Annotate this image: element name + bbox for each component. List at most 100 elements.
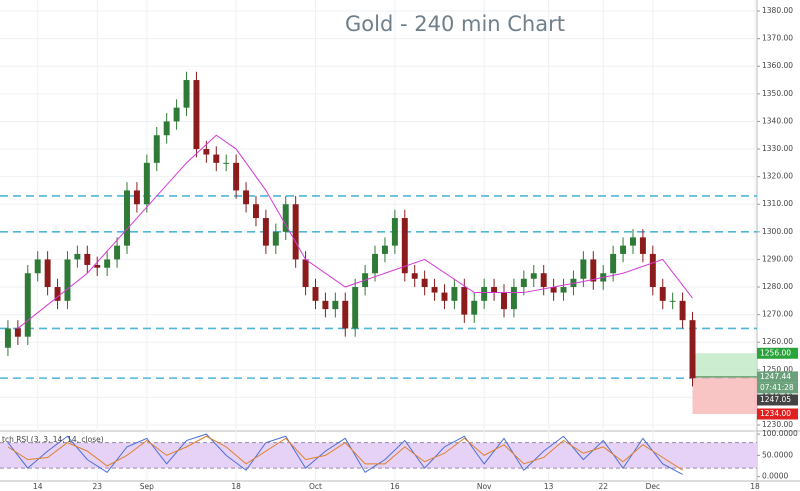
countdown: 07:41:28 [760, 383, 794, 392]
candle-body [163, 121, 170, 136]
candle-body [342, 300, 349, 329]
candle-body [14, 328, 21, 337]
candle-body [381, 245, 388, 254]
candle-body [262, 218, 269, 246]
target-zone [692, 353, 757, 377]
x-tick-label: 14 [33, 482, 43, 491]
candle-body [520, 278, 527, 288]
y-tick-label: 50.0000 [762, 450, 793, 459]
price-tag [757, 347, 798, 359]
candle-body [233, 162, 240, 191]
x-tick-label: Nov [477, 482, 492, 491]
candle-body [54, 287, 61, 301]
candle-body [421, 278, 428, 288]
candle-body [143, 162, 150, 205]
price-tag [757, 408, 798, 420]
candle-body [352, 287, 359, 329]
x-tick-label: Dec [646, 482, 661, 491]
price-tag-label: 1256.00 [760, 348, 791, 357]
candle-body [669, 300, 676, 302]
y-tick-label: 1340.00 [762, 116, 793, 125]
candle-body [550, 287, 557, 293]
stoch-line [7, 433, 683, 475]
price-tag-label: 1234.00 [760, 409, 791, 418]
y-tick-label: 1370.00 [762, 34, 793, 43]
x-tick-label: Sep [140, 482, 154, 491]
candle-body [580, 259, 587, 279]
candle-body [74, 253, 81, 260]
candle-body [431, 287, 438, 293]
y-tick-label: 1380.00 [762, 6, 793, 15]
candle-body [649, 253, 656, 288]
candle-body [243, 190, 250, 205]
candle-body [461, 287, 468, 315]
y-tick-label: 1280.00 [762, 282, 793, 291]
countdown-bg [757, 382, 798, 394]
candle-body [203, 149, 210, 155]
candle-body [64, 259, 71, 301]
y-tick-label: 1230.00 [762, 420, 793, 429]
candle-body [530, 273, 537, 279]
candle-body [4, 328, 11, 348]
stoch-line [7, 435, 683, 471]
axes: 1230.001240.001250.001260.001270.001280.… [33, 6, 798, 491]
price-tag [757, 394, 798, 406]
plot [0, 71, 757, 414]
y-tick-label: 1350.00 [762, 89, 793, 98]
x-tick-label: 18 [231, 482, 241, 491]
candle-body [302, 259, 309, 288]
candle-body [272, 231, 279, 246]
candle-body [610, 253, 617, 274]
candle-body [510, 287, 517, 310]
candle-body [223, 162, 230, 164]
candle-body [441, 292, 448, 301]
candle-body [124, 190, 130, 246]
candle-body [84, 253, 91, 265]
y-tick-label: 0.0000 [762, 472, 788, 481]
moving-average [17, 134, 693, 329]
y-tick-label: 1270.00 [762, 310, 793, 319]
candle-body [252, 204, 259, 219]
candle-body [501, 292, 507, 310]
candle-body [213, 154, 220, 163]
candle-body [630, 237, 636, 246]
y-tick-label: 1320.00 [762, 172, 793, 181]
x-tick-label: 16 [390, 482, 400, 491]
candle-body [401, 218, 408, 274]
candle-body [411, 273, 418, 279]
candle-body [391, 218, 398, 246]
candle-body [292, 204, 299, 260]
candle-body [24, 273, 31, 337]
candle-body [481, 287, 488, 301]
x-tick-label: 18 [750, 482, 760, 491]
candle-body [282, 204, 289, 232]
candle-body [183, 80, 190, 108]
y-tick-label: 1310.00 [762, 199, 793, 208]
y-tick-label: 1260.00 [762, 337, 793, 346]
y-tick-label: 1250.00 [762, 365, 793, 374]
indicator-panel: tch RSI (3, 3, 14, 14, close) [0, 433, 757, 475]
candle-body [114, 245, 121, 260]
candle-body [372, 253, 379, 274]
candle-body [153, 135, 160, 163]
candle-body [491, 287, 498, 293]
candle-body [639, 237, 646, 254]
price-tag-label: 1247.44 [760, 372, 791, 381]
y-tick-label: 100.0000 [762, 429, 798, 438]
candle-body [471, 300, 478, 315]
y-tick-label: 1330.00 [762, 144, 793, 153]
candle-body [679, 300, 686, 321]
candle-body [94, 264, 101, 268]
candle-body [332, 300, 339, 310]
candle-body [34, 259, 41, 274]
price-tag [757, 371, 798, 383]
chart-title: Gold - 240 min Chart [345, 12, 565, 36]
candle-body [560, 287, 567, 293]
price-tag-label: 1247.05 [760, 395, 791, 404]
candle-body [689, 320, 696, 379]
candle-body [193, 80, 200, 150]
candle-body [451, 287, 458, 301]
x-tick-label: Oct [309, 482, 322, 491]
candle-body [312, 287, 319, 301]
